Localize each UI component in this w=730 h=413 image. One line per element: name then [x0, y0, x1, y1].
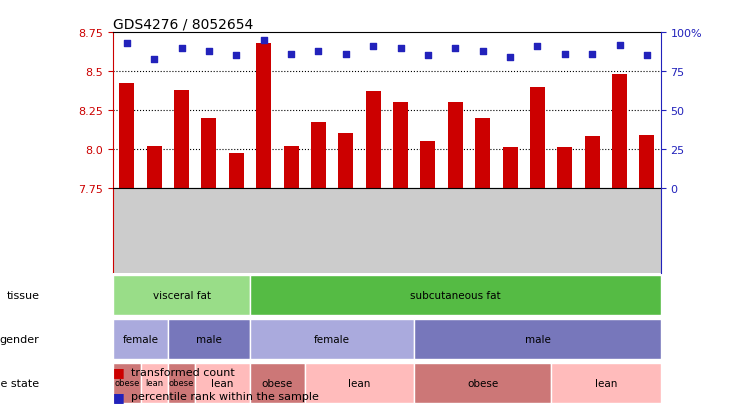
Bar: [283, 146, 299, 188]
Bar: [119, 84, 134, 188]
Point: [367, 44, 379, 50]
Point: [586, 52, 598, 58]
Bar: [311, 123, 326, 188]
Text: percentile rank within the sample: percentile rank within the sample: [131, 392, 319, 401]
Text: tissue: tissue: [7, 290, 39, 300]
Point: [641, 53, 653, 59]
Point: [312, 48, 324, 55]
Bar: [256, 44, 272, 188]
Bar: [420, 142, 436, 188]
Point: [203, 48, 215, 55]
Text: obese: obese: [262, 378, 293, 388]
Text: obese: obese: [169, 378, 194, 387]
Point: [340, 52, 352, 58]
Text: female: female: [123, 334, 158, 344]
Point: [121, 40, 133, 47]
Bar: [168, 320, 250, 359]
Text: visceral fat: visceral fat: [153, 290, 210, 300]
Text: transformed count: transformed count: [131, 367, 235, 377]
Bar: [140, 363, 168, 403]
Point: [422, 53, 434, 59]
Bar: [196, 363, 250, 403]
Bar: [174, 90, 189, 188]
Text: lean: lean: [595, 378, 617, 388]
Text: obese: obese: [467, 378, 499, 388]
Text: female: female: [314, 334, 350, 344]
Bar: [250, 276, 661, 315]
Bar: [113, 320, 168, 359]
Bar: [147, 146, 162, 188]
Point: [477, 48, 488, 55]
Bar: [250, 320, 415, 359]
Text: lean: lean: [348, 378, 371, 388]
Bar: [530, 87, 545, 188]
Point: [504, 55, 516, 61]
Bar: [639, 135, 655, 188]
Point: [285, 52, 297, 58]
Bar: [557, 148, 572, 188]
Text: obese: obese: [114, 378, 139, 387]
Bar: [228, 154, 244, 188]
Bar: [415, 320, 661, 359]
Point: [559, 52, 571, 58]
Bar: [168, 363, 196, 403]
Text: GDS4276 / 8052654: GDS4276 / 8052654: [113, 18, 253, 32]
Bar: [113, 363, 140, 403]
Text: subcutaneous fat: subcutaneous fat: [410, 290, 501, 300]
Text: lean: lean: [145, 378, 164, 387]
Bar: [475, 119, 491, 188]
Bar: [305, 363, 415, 403]
Bar: [338, 134, 353, 188]
Point: [148, 56, 160, 63]
Bar: [250, 363, 305, 403]
Bar: [447, 103, 463, 188]
Bar: [113, 276, 250, 315]
Point: [614, 42, 626, 49]
Text: disease state: disease state: [0, 378, 39, 388]
Bar: [585, 137, 600, 188]
Point: [531, 44, 543, 50]
Text: male: male: [196, 334, 222, 344]
Point: [395, 45, 407, 52]
Bar: [502, 148, 518, 188]
Text: male: male: [525, 334, 550, 344]
Point: [231, 53, 242, 59]
Bar: [393, 103, 408, 188]
Bar: [415, 363, 551, 403]
Text: ■: ■: [113, 390, 125, 403]
Text: lean: lean: [212, 378, 234, 388]
Point: [176, 45, 188, 52]
Text: gender: gender: [0, 334, 39, 344]
Bar: [551, 363, 661, 403]
Text: ■: ■: [113, 365, 125, 378]
Point: [258, 38, 269, 44]
Bar: [612, 75, 627, 188]
Bar: [201, 119, 217, 188]
Point: [450, 45, 461, 52]
Bar: [366, 92, 381, 188]
